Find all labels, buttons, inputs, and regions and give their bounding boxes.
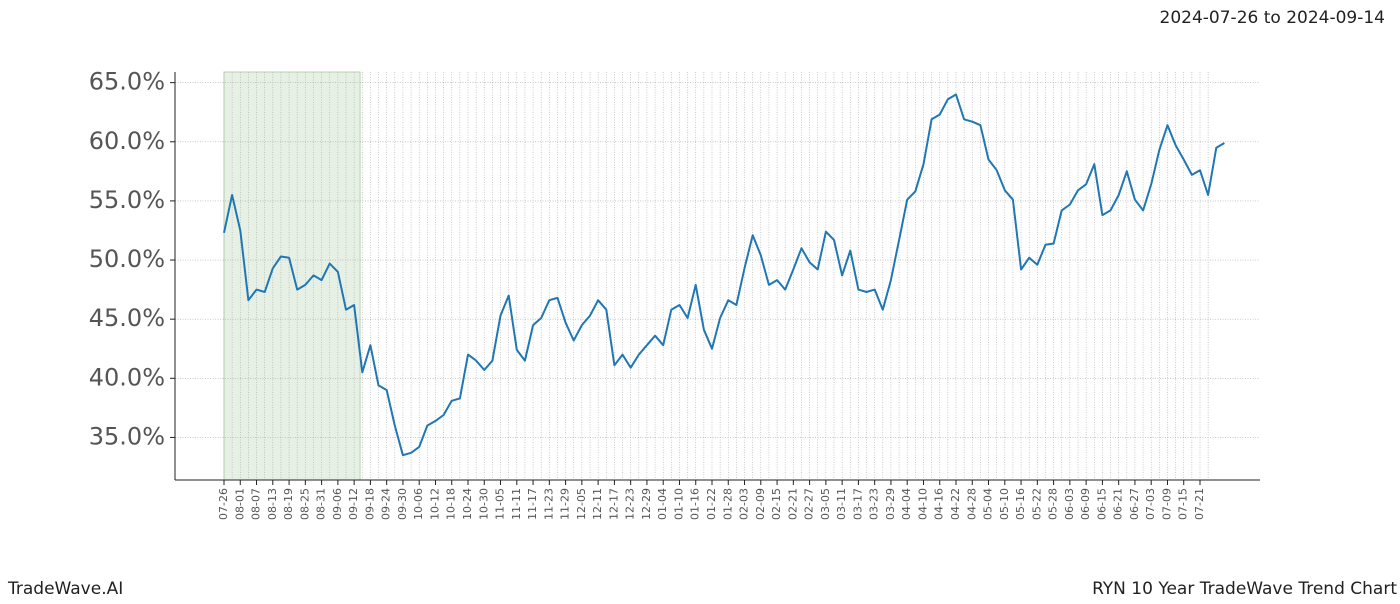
date-range: 2024-07-26 to 2024-09-14: [1160, 8, 1385, 28]
x-tick-label: 10-18: [445, 488, 458, 520]
x-tick-label: 03-29: [884, 488, 897, 520]
x-tick-label: 02-21: [786, 488, 799, 520]
x-tick-label: 12-11: [591, 488, 604, 520]
x-tick-label: 02-03: [738, 488, 751, 520]
y-tick-label: 45.0%: [89, 304, 165, 332]
x-tick-label: 03-05: [819, 488, 832, 520]
x-tick-label: 11-17: [526, 488, 539, 520]
x-tick-label: 04-04: [900, 488, 913, 520]
x-tick-label: 01-16: [689, 488, 702, 520]
y-tick-label: 35.0%: [89, 422, 165, 450]
x-tick-label: 03-11: [835, 488, 848, 520]
x-tick-label: 10-12: [428, 488, 441, 520]
x-tick-label: 01-04: [656, 488, 669, 520]
x-tick-label: 12-23: [624, 488, 637, 520]
chart-caption: RYN 10 Year TradeWave Trend Chart: [1092, 579, 1397, 599]
x-tick-label: 02-27: [803, 488, 816, 520]
x-tick-label: 10-30: [477, 488, 490, 520]
x-tick-label: 05-10: [998, 488, 1011, 520]
x-tick-label: 09-06: [331, 488, 344, 520]
x-tick-label: 12-17: [607, 488, 620, 520]
y-tick-label: 55.0%: [89, 186, 165, 214]
x-tick-label: 04-10: [916, 488, 929, 520]
x-tick-label: 10-06: [412, 488, 425, 520]
x-tick-label: 03-17: [851, 488, 864, 520]
x-tick-label: 09-24: [380, 488, 393, 520]
x-tick-label: 07-09: [1160, 488, 1173, 520]
x-tick-label: 11-23: [542, 488, 555, 520]
x-tick-label: 09-18: [363, 488, 376, 520]
x-tick-label: 08-31: [315, 488, 328, 520]
x-tick-label: 05-04: [982, 488, 995, 520]
x-tick-label: 07-26: [217, 488, 230, 520]
brand: TradeWave.AI: [7, 579, 123, 599]
x-tick-label: 01-28: [721, 488, 734, 520]
x-tick-label: 06-27: [1128, 488, 1141, 520]
x-tick-label: 07-21: [1193, 488, 1206, 520]
x-tick-label: 08-01: [233, 488, 246, 520]
x-tick-label: 04-28: [965, 488, 978, 520]
x-tick-label: 05-28: [1047, 488, 1060, 520]
trend-line: [223, 93, 1225, 457]
x-tick-label: 06-03: [1063, 488, 1076, 520]
x-tick-label: 06-09: [1079, 488, 1092, 520]
x-tick-label: 09-30: [396, 488, 409, 520]
x-tick-label: 05-16: [1014, 488, 1027, 520]
x-tick-label: 01-22: [705, 488, 718, 520]
x-tick-label: 12-29: [640, 488, 653, 520]
x-tick-label: 09-12: [347, 488, 360, 520]
y-tick-label: 40.0%: [89, 363, 165, 391]
x-tick-label: 01-10: [672, 488, 685, 520]
x-tick-label: 05-22: [1030, 488, 1043, 520]
x-tick-label: 07-15: [1177, 488, 1190, 520]
y-tick-label: 60.0%: [89, 127, 165, 155]
y-tick-label: 50.0%: [89, 245, 165, 273]
x-tick-label: 02-09: [754, 488, 767, 520]
x-tick-label: 12-05: [575, 488, 588, 520]
x-tick-label: 04-22: [949, 488, 962, 520]
x-tick-label: 08-07: [250, 488, 263, 520]
x-tick-label: 10-24: [461, 488, 474, 520]
x-tick-label: 02-15: [770, 488, 783, 520]
x-tick-label: 08-25: [298, 488, 311, 520]
x-tick-label: 11-11: [510, 488, 523, 520]
x-tick-label: 07-03: [1144, 488, 1157, 520]
x-tick-label: 11-05: [494, 488, 507, 520]
x-tick-label: 06-15: [1095, 488, 1108, 520]
x-tick-label: 03-23: [868, 488, 881, 520]
y-tick-label: 65.0%: [89, 68, 165, 96]
x-tick-label: 08-19: [282, 488, 295, 520]
x-tick-label: 11-29: [559, 488, 572, 520]
highlight-window: [223, 71, 361, 481]
x-tick-label: 06-21: [1112, 488, 1125, 520]
x-tick-label: 04-16: [933, 488, 946, 520]
x-tick-label: 08-13: [266, 488, 279, 520]
